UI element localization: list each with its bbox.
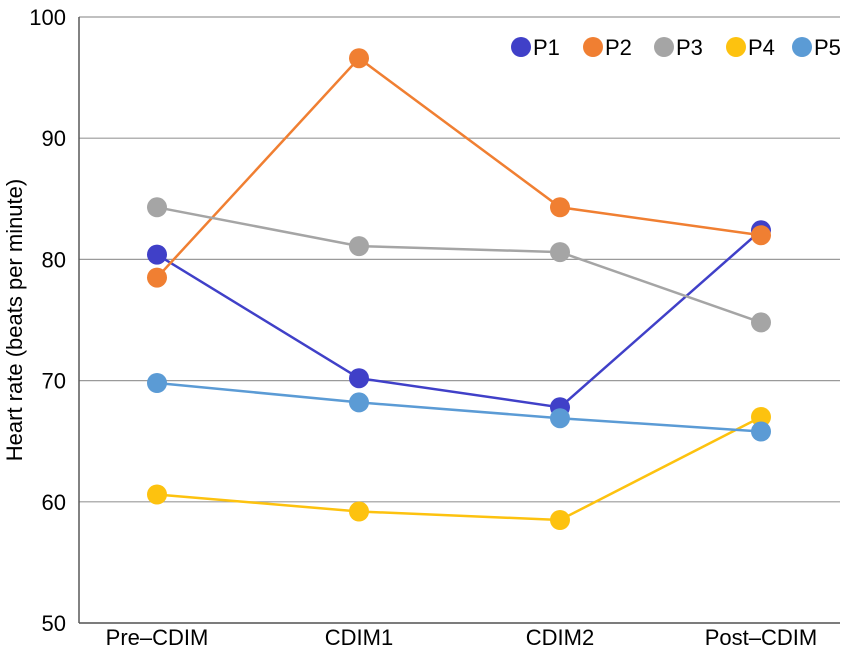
legend-label-p1: P1 (533, 35, 560, 60)
point-p2-1 (147, 267, 167, 288)
legend-item-p4: P4 (726, 35, 775, 60)
legend-marker-p2 (583, 37, 603, 57)
x-tick-labels: Pre–CDIM CDIM1 CDIM2 Post–CDIM (106, 625, 818, 650)
point-p1-2 (349, 368, 369, 389)
point-p4-3 (550, 510, 570, 530)
point-p4-4 (751, 407, 771, 427)
legend-marker-p1 (511, 37, 531, 57)
y-tick-label-70: 70 (42, 369, 66, 394)
point-p5-4 (751, 421, 771, 442)
legend-marker-p5 (792, 37, 812, 57)
data-series (147, 48, 771, 530)
x-tick-label-4: Post–CDIM (705, 625, 817, 650)
legend-item-p1: P1 (511, 35, 560, 60)
series-line-p4 (156, 415, 762, 522)
point-p3-4 (751, 312, 771, 333)
series-p4 (147, 407, 771, 530)
point-p5-1 (147, 373, 167, 393)
point-p3-1 (147, 197, 167, 218)
gridlines (79, 16, 840, 624)
legend-label-p4: P4 (748, 35, 775, 60)
point-p3-3 (550, 242, 570, 263)
legend-label-p2: P2 (605, 35, 632, 60)
legend-marker-p3 (654, 37, 674, 57)
point-p5-3 (550, 408, 570, 429)
y-tick-label-90: 90 (42, 126, 66, 151)
y-tick-label-60: 60 (42, 490, 66, 515)
y-axis-title: Heart rate (beats per minute) (2, 179, 27, 461)
y-tick-label-100: 100 (29, 5, 66, 30)
point-p1-1 (147, 244, 167, 265)
legend-label-p5: P5 (814, 35, 841, 60)
point-p4-2 (349, 501, 369, 522)
point-p2-4 (751, 225, 771, 246)
legend-marker-p4 (726, 37, 746, 57)
series-p3 (147, 197, 771, 333)
x-tick-label-3: CDIM2 (526, 625, 594, 650)
legend: P1 P2 P3 P4 P5 (511, 35, 841, 60)
axes (78, 17, 840, 624)
series-p5 (147, 373, 771, 442)
legend-item-p3: P3 (654, 35, 703, 60)
point-p2-2 (349, 48, 369, 69)
point-p4-1 (147, 484, 167, 505)
legend-label-p3: P3 (676, 35, 703, 60)
point-p3-2 (349, 236, 369, 257)
series-p2 (147, 48, 771, 288)
point-p2-3 (550, 197, 570, 218)
series-line-p3 (156, 206, 762, 324)
series-line-p1 (156, 229, 762, 409)
y-tick-labels: 50 60 70 80 90 100 (29, 5, 66, 636)
legend-item-p5: P5 (792, 35, 841, 60)
x-tick-label-1: Pre–CDIM (106, 625, 209, 650)
x-tick-label-2: CDIM1 (325, 625, 393, 650)
series-line-p5 (156, 381, 762, 433)
point-p5-2 (349, 392, 369, 413)
y-tick-label-80: 80 (42, 247, 66, 272)
series-line-p2 (156, 56, 762, 279)
y-tick-label-50: 50 (42, 611, 66, 636)
legend-item-p2: P2 (583, 35, 632, 60)
